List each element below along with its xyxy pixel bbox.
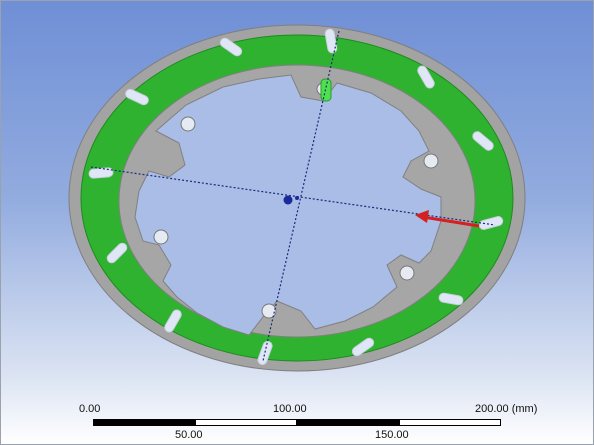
inner-cutout bbox=[134, 74, 442, 336]
bolt-hole bbox=[261, 303, 277, 319]
bolt-hole bbox=[153, 229, 169, 245]
origin-marker-icon[interactable] bbox=[283, 195, 293, 205]
axis-line-icon bbox=[262, 30, 340, 362]
origin-marker-icon bbox=[295, 196, 299, 200]
bolt-hole bbox=[423, 153, 439, 169]
bolt-hole bbox=[180, 116, 196, 132]
force-arrow-icon[interactable] bbox=[415, 210, 480, 228]
bolt-hole bbox=[399, 265, 415, 281]
ring-slots bbox=[88, 28, 504, 366]
